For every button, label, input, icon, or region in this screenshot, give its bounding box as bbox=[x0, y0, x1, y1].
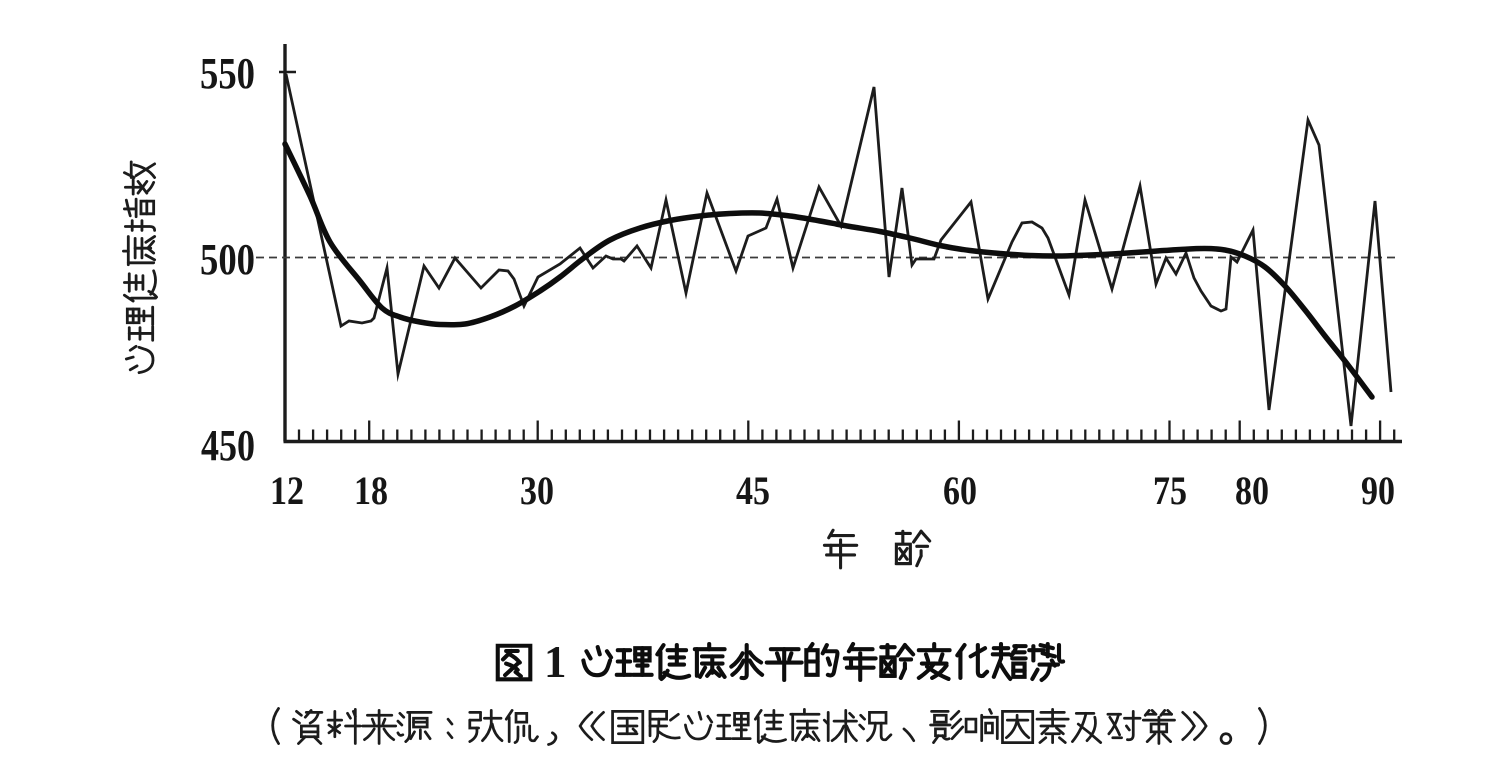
svg-text:1: 1 bbox=[544, 637, 567, 687]
svg-text:60: 60 bbox=[943, 468, 977, 513]
svg-text:500: 500 bbox=[200, 235, 255, 284]
svg-text:450: 450 bbox=[201, 421, 255, 470]
svg-text:18: 18 bbox=[354, 468, 388, 513]
svg-text:12: 12 bbox=[270, 468, 304, 513]
svg-text:45: 45 bbox=[736, 468, 770, 513]
svg-text:90: 90 bbox=[1361, 468, 1395, 513]
svg-text:80: 80 bbox=[1235, 468, 1269, 513]
svg-text:30: 30 bbox=[520, 468, 554, 513]
svg-text:75: 75 bbox=[1153, 468, 1187, 513]
svg-text:550: 550 bbox=[200, 49, 255, 98]
